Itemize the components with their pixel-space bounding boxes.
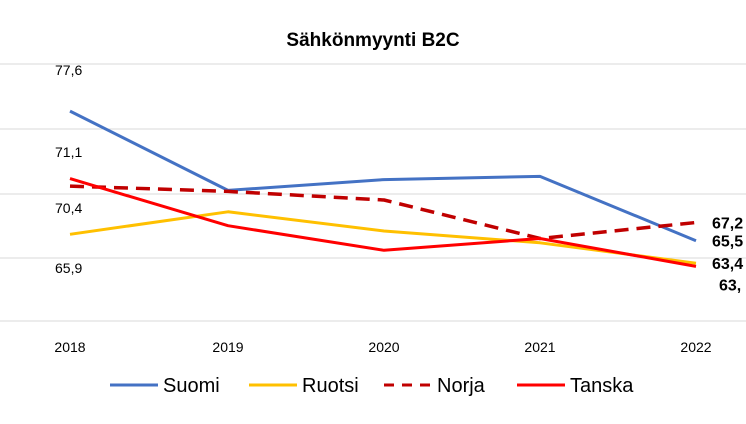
end-value-label: 63,4: [712, 256, 743, 273]
end-value-label: 67,2: [712, 215, 743, 232]
end-value-label: 63,: [719, 277, 741, 294]
series-line-suomi: [69, 109, 697, 243]
legend-label-tanska: Tanska: [570, 375, 634, 397]
x-tick-label: 2022: [680, 339, 711, 355]
x-tick-label: 2019: [212, 339, 243, 355]
chart-title: Sähkönmyynti B2C: [286, 30, 460, 51]
left-value-label: 71,1: [55, 144, 82, 160]
x-tick-label: 2021: [524, 339, 555, 355]
x-tick-label: 2020: [368, 339, 399, 355]
legend-label-suomi: Suomi: [163, 375, 220, 397]
left-value-label: 70,4: [55, 200, 82, 216]
series-line-tanska: [69, 177, 697, 268]
legend-label-ruotsi: Ruotsi: [302, 375, 359, 397]
x-tick-label: 2018: [54, 339, 85, 355]
series-line-ruotsi: [69, 210, 697, 265]
series-line-norja: [69, 184, 697, 241]
left-value-label: 65,9: [55, 260, 82, 276]
left-value-label: 77,6: [55, 62, 82, 78]
legend-label-norja: Norja: [437, 375, 486, 397]
end-value-label: 65,5: [712, 234, 743, 251]
